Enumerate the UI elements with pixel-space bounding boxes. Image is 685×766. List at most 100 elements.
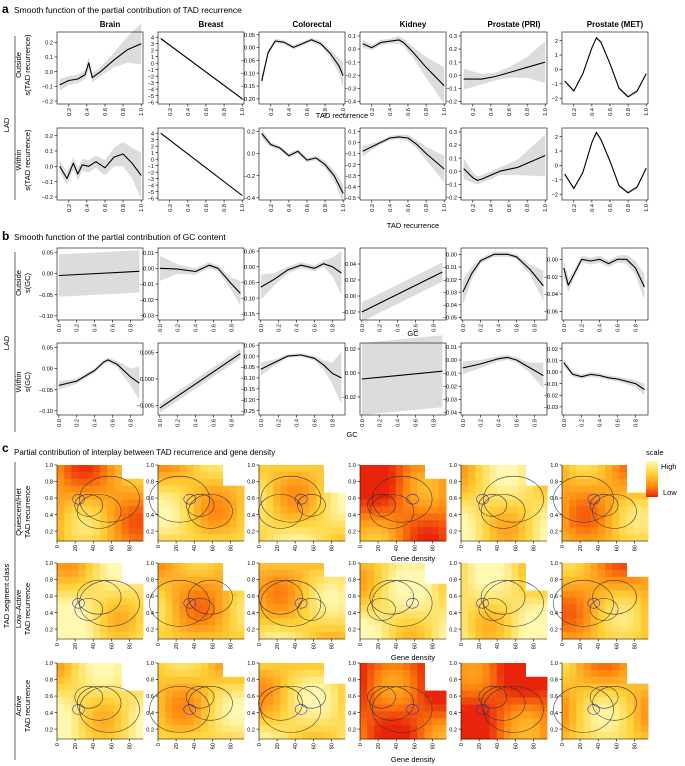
- heat-cell: [438, 718, 447, 726]
- heat-cell: [85, 669, 94, 678]
- x-tick-label: 0: [560, 643, 566, 646]
- y-tick-label: 0: [151, 61, 154, 67]
- heat-cell: [597, 676, 606, 685]
- heat-cell: [337, 732, 346, 740]
- heat-cell: [461, 725, 469, 733]
- heat-cell: [619, 520, 627, 528]
- heat-cell: [165, 611, 173, 619]
- heat-cell: [576, 485, 584, 494]
- heat-cell: [193, 563, 202, 571]
- x-tick-label: 80: [430, 545, 436, 551]
- heat-cell: [496, 527, 505, 535]
- contour-line: [79, 580, 140, 627]
- heat-cell: [410, 465, 418, 473]
- y-tick-label: −0.2: [244, 174, 255, 180]
- heat-cell: [468, 676, 476, 685]
- heat-cell: [496, 590, 505, 598]
- heat-cell: [482, 704, 491, 712]
- heat-cell: [576, 604, 584, 612]
- heat-cell: [57, 478, 65, 487]
- heat-cell: [532, 718, 541, 726]
- heat-cell: [64, 527, 72, 535]
- heat-cell: [186, 618, 195, 626]
- heat-cell: [562, 732, 570, 740]
- heat-cell: [236, 704, 245, 712]
- heat-cell: [186, 625, 195, 633]
- heat-cell: [135, 697, 144, 705]
- heat-cell: [114, 478, 122, 487]
- heat-cell: [135, 520, 144, 528]
- heat-cell: [158, 625, 166, 633]
- heat-cell: [330, 690, 339, 698]
- series-line: [361, 271, 443, 313]
- heat-cell: [309, 590, 317, 598]
- heat-cell: [518, 611, 526, 619]
- heat-cell: [569, 676, 577, 685]
- heat-cell: [323, 499, 332, 507]
- heat-cell: [605, 527, 613, 535]
- series-line: [362, 136, 445, 170]
- heat-cell: [302, 583, 310, 592]
- heat-cell: [330, 576, 339, 585]
- heat-cell: [85, 711, 94, 719]
- heat-cell: [121, 732, 130, 740]
- line-chart-b-outside-kidney: −0.020.000.020.040.0 0.2 0.4 0.6 0.8: [342, 247, 447, 332]
- heat-cell: [532, 597, 541, 605]
- heat-cell: [395, 492, 404, 500]
- plot-frame: [56, 342, 144, 416]
- heat-cell: [302, 506, 310, 514]
- heat-cell: [511, 478, 519, 487]
- heat-cell: [78, 527, 87, 535]
- heat-cell: [158, 590, 166, 598]
- heat-cell: [172, 676, 180, 685]
- heat-cell: [417, 590, 425, 598]
- heat-cell: [107, 663, 115, 671]
- heat-cell: [179, 690, 188, 698]
- y-tick-label: −0.05: [241, 365, 255, 371]
- heat-cell: [403, 683, 411, 692]
- heat-cell: [309, 478, 317, 487]
- line-chart-a-outside-colorectal: −0.20−0.15−0.10−0.050.000.050.2 0.4 0.6 0.8…: [241, 31, 347, 116]
- heat-cell: [107, 534, 115, 542]
- heat-cell: [612, 669, 620, 678]
- x-tick-label: 60: [513, 545, 519, 551]
- heat-cell: [64, 611, 72, 619]
- y-tick-label: −0.01: [140, 282, 154, 288]
- heat-cell: [438, 625, 447, 633]
- panel-c-row-label-quiescent: Quiescent/Het: [14, 487, 23, 535]
- heat-cell: [504, 527, 512, 535]
- heat-cell: [511, 513, 519, 521]
- x-tick-label: 20: [174, 545, 180, 551]
- heat-cell: [165, 732, 173, 740]
- heat-cell: [438, 492, 447, 500]
- heat-cell: [215, 534, 223, 542]
- heat-cell: [266, 618, 274, 626]
- heat-cell: [367, 718, 375, 726]
- confidence-band: [564, 130, 647, 195]
- x-tick-label: 0.8: [330, 419, 336, 427]
- heat-cell: [569, 669, 577, 678]
- heat-cell: [158, 690, 166, 698]
- y-tick-label: 0.0: [449, 169, 457, 175]
- heat-cell: [208, 597, 216, 605]
- heat-cell: [236, 506, 245, 514]
- heat-cell: [57, 718, 65, 726]
- heat-cell: [64, 676, 72, 685]
- heat-cell: [215, 632, 223, 640]
- heat-cell: [158, 725, 166, 733]
- heat-cell: [525, 485, 534, 494]
- heat-cell: [504, 506, 512, 514]
- heat-cell: [71, 492, 79, 500]
- y-tick-label: 0.00: [42, 367, 53, 373]
- heat-cell: [626, 718, 635, 726]
- x-tick-label: 0.4: [396, 324, 402, 332]
- heat-cell: [201, 563, 209, 571]
- heat-cell: [57, 583, 65, 592]
- heat-cell: [266, 499, 274, 507]
- heat-cell: [201, 465, 209, 473]
- heat-cell: [323, 506, 332, 514]
- heat-cell: [562, 597, 570, 605]
- panel-a-xlabel: TAD recurrence: [316, 111, 368, 120]
- heat-cell: [158, 492, 166, 500]
- heat-cell: [100, 485, 108, 494]
